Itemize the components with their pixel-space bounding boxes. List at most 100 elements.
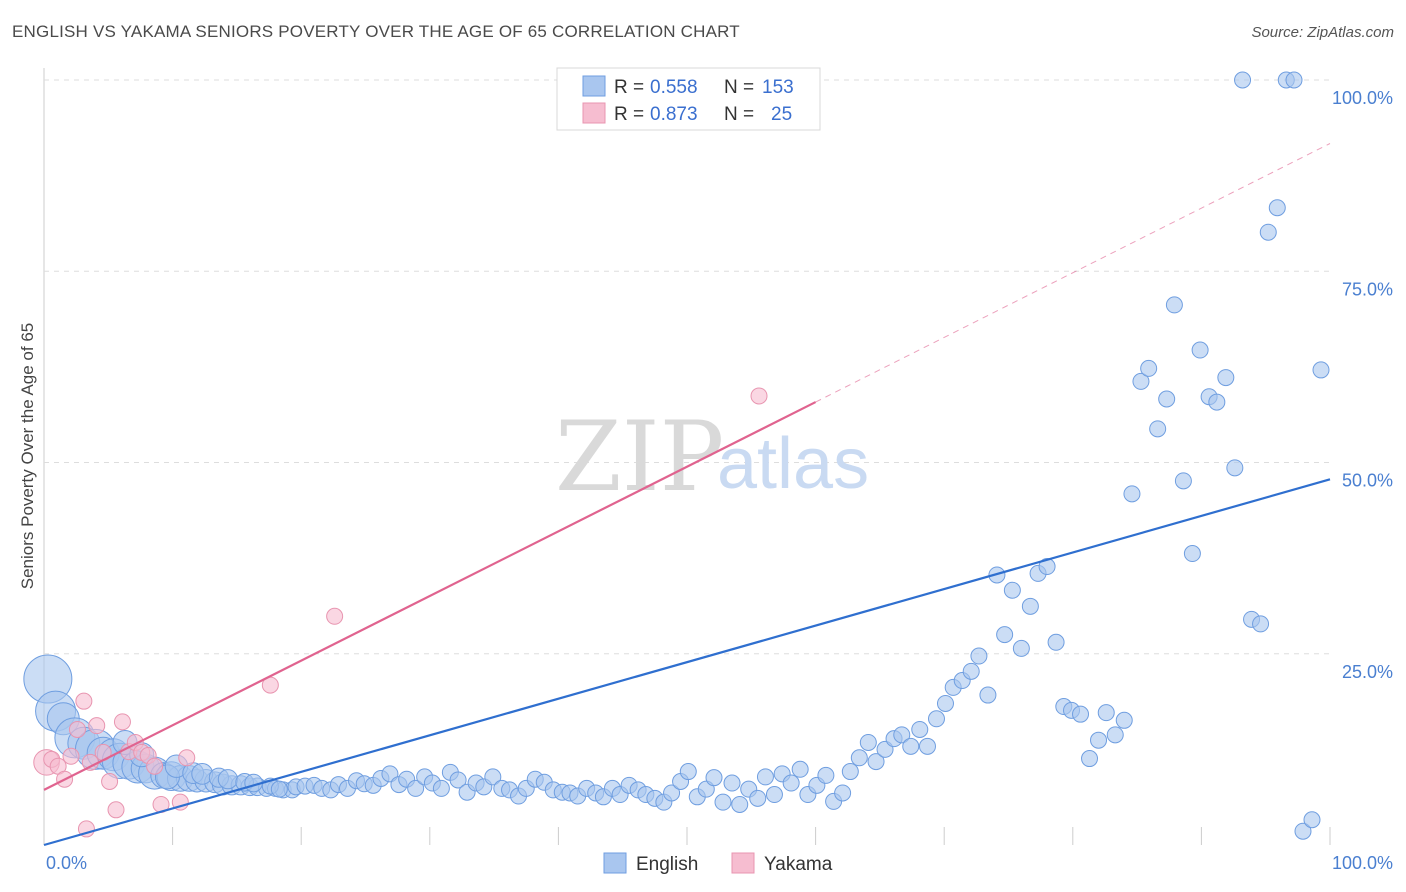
english-point: [911, 720, 929, 738]
english-point: [1259, 223, 1277, 241]
english-point: [270, 780, 288, 798]
yakama-point: [101, 773, 119, 791]
english-point: [936, 694, 954, 712]
legend-english-r-label: R =: [614, 77, 644, 98]
english-point: [979, 686, 997, 704]
english-point: [432, 779, 450, 797]
english-point: [1115, 711, 1133, 729]
yakama-point: [750, 387, 768, 405]
legend-english-r-value: 0.558: [650, 77, 698, 98]
yakama-point: [62, 747, 80, 765]
watermark-atlas: atlas: [717, 424, 869, 504]
english-point: [1149, 420, 1167, 438]
bottom-legend-yakama: Yakama: [764, 854, 833, 875]
english-point: [1285, 71, 1303, 89]
yakama-point: [178, 749, 196, 767]
english-point: [407, 779, 425, 797]
english-point: [1268, 199, 1286, 217]
english-point: [817, 766, 835, 784]
bottom-legend-english: English: [636, 854, 698, 875]
yakama-point: [107, 801, 125, 819]
english-point: [782, 774, 800, 792]
english-point: [918, 737, 936, 755]
english-point: [756, 768, 774, 786]
legend-yakama-r-value: 0.873: [650, 104, 698, 125]
y-tick-label: 50.0%: [1342, 471, 1393, 491]
english-point: [1174, 472, 1192, 490]
english-point: [859, 733, 877, 751]
english-point: [1106, 726, 1124, 744]
legend-yakama-r-label: R =: [614, 104, 644, 125]
english-point: [1158, 390, 1176, 408]
bottom-legend: English Yakama: [603, 852, 833, 875]
english-point: [749, 789, 767, 807]
english-point: [714, 793, 732, 811]
english-point: [1123, 485, 1141, 503]
english-point: [893, 726, 911, 744]
english-point: [1183, 545, 1201, 563]
english-point: [679, 763, 697, 781]
english-point: [1140, 359, 1158, 377]
english-point: [1217, 369, 1235, 387]
legend-yakama-n-value: 25: [771, 104, 792, 125]
english-point: [970, 647, 988, 665]
x-tick-label-min: 0.0%: [46, 853, 87, 873]
legend-yakama-n-label: N =: [724, 104, 754, 125]
english-point: [765, 786, 783, 804]
y-axis-title: Seniors Poverty Over the Age of 65: [18, 323, 37, 589]
english-point: [1165, 296, 1183, 314]
yakama-point: [113, 713, 131, 731]
yakama-point: [75, 692, 93, 710]
english-point: [1208, 393, 1226, 411]
english-point: [1226, 459, 1244, 477]
english-point: [1097, 704, 1115, 722]
english-point: [663, 784, 681, 802]
english-point: [1021, 597, 1039, 615]
english-point: [1303, 811, 1321, 829]
english-point: [850, 749, 868, 767]
legend-swatch-yakama: [582, 102, 606, 124]
english-point: [449, 771, 467, 789]
english-point: [791, 760, 809, 778]
english-point: [217, 769, 238, 790]
legend: R = 0.558 N = 153 R = 0.873 N = 25: [556, 67, 821, 131]
y-tick-label: 100.0%: [1332, 88, 1393, 108]
english-point: [927, 710, 945, 728]
yakama-trend-line: [43, 401, 817, 791]
legend-english-n-label: N =: [724, 77, 754, 98]
english-point: [484, 768, 502, 786]
english-point: [1047, 633, 1065, 651]
tick-labels: 25.0% 50.0% 75.0% 100.0% 0.0% 100.0%: [46, 88, 1393, 873]
english-point: [1012, 639, 1030, 657]
bottom-legend-swatch-english: [603, 852, 627, 874]
english-trend-line: [43, 478, 1331, 847]
english-point: [731, 795, 749, 813]
english-point: [1072, 705, 1090, 723]
english-points: [23, 71, 1330, 840]
legend-swatch-english: [582, 75, 606, 97]
english-point: [1081, 750, 1099, 768]
english-point: [1252, 615, 1270, 633]
english-point: [1191, 341, 1209, 359]
english-point: [867, 753, 885, 771]
english-point: [996, 626, 1014, 644]
yakama-point: [68, 720, 86, 738]
watermark-zip: ZIP: [555, 401, 724, 513]
trend-lines: [43, 143, 1331, 847]
english-point: [834, 784, 852, 802]
yakama-trend-extension: [815, 143, 1331, 403]
yakama-points: [33, 387, 768, 838]
english-point: [1294, 822, 1312, 840]
english-point: [705, 769, 723, 787]
english-point: [902, 737, 920, 755]
yakama-point: [146, 757, 164, 775]
y-tick-label: 25.0%: [1342, 662, 1393, 682]
legend-english-n-value: 153: [762, 77, 794, 98]
english-point: [1003, 581, 1021, 599]
chart-title: ENGLISH VS YAKAMA SENIORS POVERTY OVER T…: [12, 22, 740, 41]
english-point: [1234, 71, 1252, 89]
yakama-point: [326, 607, 344, 625]
english-point: [962, 662, 980, 680]
english-point: [723, 774, 741, 792]
